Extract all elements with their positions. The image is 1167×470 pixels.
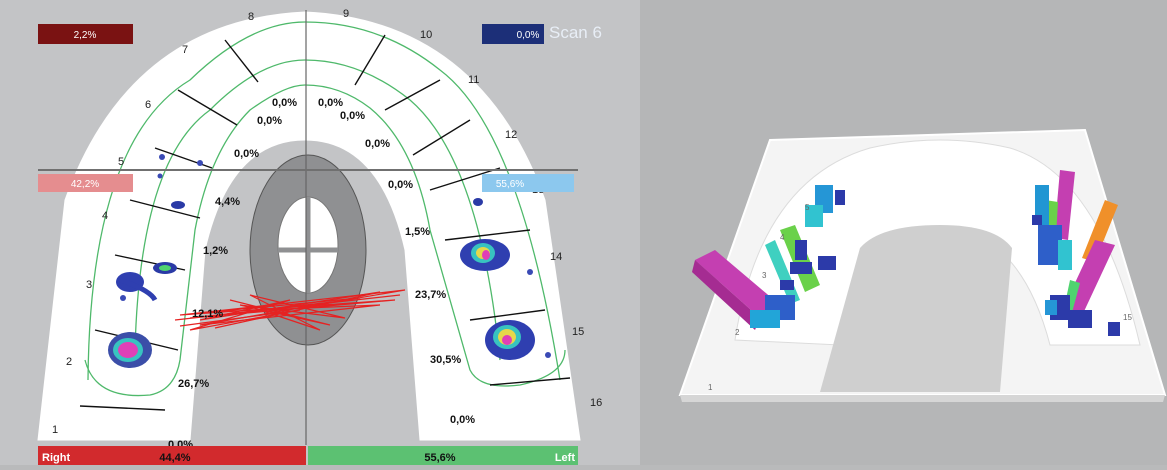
svg-text:1,2%: 1,2% (203, 245, 228, 257)
top-right-box (482, 24, 544, 44)
svg-text:0,0%: 0,0% (340, 110, 365, 122)
svg-text:10: 10 (420, 29, 432, 41)
svg-text:55,6%: 55,6% (496, 179, 524, 190)
contact-scribble (174, 289, 406, 331)
bars-left (692, 185, 845, 330)
svg-text:0,0%: 0,0% (517, 30, 540, 41)
mid-left-box (38, 174, 133, 192)
svg-text:0,0%: 0,0% (272, 97, 297, 109)
left-value: 55,6% (424, 452, 455, 464)
svg-text:26,7%: 26,7% (178, 378, 209, 390)
top-left-box (38, 24, 133, 44)
arch-guide-lines (84, 21, 566, 397)
mid-right-box (482, 174, 574, 192)
scan-label: Scan 6 (549, 23, 602, 42)
arch-shape (37, 11, 581, 441)
svg-text:6: 6 (145, 99, 151, 111)
svg-text:9: 9 (343, 8, 349, 20)
svg-text:3: 3 (86, 279, 92, 291)
svg-text:1,5%: 1,5% (405, 226, 430, 238)
left-side-percentages: 0,0% 0,0% 0,0% 0,0% 1,5% 23,7% 30,5% 0,0… (318, 97, 475, 426)
svg-text:5: 5 (118, 156, 124, 168)
svg-text:8: 8 (248, 11, 254, 23)
svg-text:2: 2 (66, 356, 72, 368)
svg-text:14: 14 (550, 251, 562, 263)
svg-text:0,0%: 0,0% (318, 97, 343, 109)
svg-text:42,2%: 42,2% (71, 179, 99, 190)
svg-text:0,0%: 0,0% (234, 148, 259, 160)
svg-text:30,5%: 30,5% (430, 354, 461, 366)
right-value: 44,4% (159, 452, 190, 464)
svg-text:7: 7 (182, 44, 188, 56)
svg-text:12,1%: 12,1% (192, 308, 223, 320)
svg-text:15: 15 (1123, 313, 1132, 322)
svg-text:23,7%: 23,7% (415, 289, 446, 301)
svg-text:1: 1 (52, 424, 58, 436)
svg-text:0,0%: 0,0% (257, 115, 282, 127)
svg-text:0,0%: 0,0% (365, 138, 390, 150)
bars-right (1032, 170, 1120, 336)
right-label: Right (42, 452, 70, 464)
bottom-bar-right (38, 446, 306, 465)
svg-text:0,0%: 0,0% (388, 179, 413, 191)
palate-3d (820, 225, 1012, 392)
svg-text:1: 1 (708, 383, 713, 392)
svg-text:0,0%: 0,0% (450, 414, 475, 426)
svg-text:4: 4 (780, 233, 785, 242)
contact-spots (108, 154, 551, 368)
view3d-labels: 1 2 3 4 5 15 (708, 203, 1132, 392)
svg-text:16: 16 (590, 397, 602, 409)
occlusion-map-2d: 0,0% 26,7% 12,1% 1,2% 4,4% 0,0% 0,0% 0,0… (0, 0, 640, 465)
svg-text:3: 3 (762, 271, 767, 280)
occlusion-view-3d: 1 2 3 4 5 15 (640, 0, 1167, 465)
svg-text:2: 2 (735, 328, 740, 337)
svg-text:15: 15 (572, 326, 584, 338)
svg-text:11: 11 (468, 74, 479, 86)
svg-text:5: 5 (805, 203, 810, 212)
svg-text:4: 4 (102, 210, 108, 222)
svg-text:12: 12 (505, 129, 517, 141)
svg-text:4,4%: 4,4% (215, 196, 240, 208)
tooth-numbers: 1 2 3 4 5 6 7 8 9 10 11 12 13 14 15 16 (52, 8, 602, 436)
left-label: Left (555, 452, 576, 464)
svg-text:2,2%: 2,2% (74, 30, 97, 41)
bottom-bar-left (308, 446, 578, 465)
